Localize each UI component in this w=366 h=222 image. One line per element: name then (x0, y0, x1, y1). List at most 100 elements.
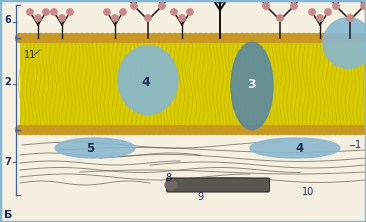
Circle shape (181, 34, 190, 42)
Circle shape (98, 34, 107, 42)
Circle shape (325, 34, 335, 42)
Circle shape (131, 3, 137, 9)
Circle shape (341, 125, 350, 135)
Circle shape (36, 34, 45, 42)
Circle shape (279, 125, 288, 135)
Circle shape (320, 125, 329, 135)
Text: 3: 3 (248, 77, 256, 91)
Circle shape (57, 125, 66, 135)
Circle shape (83, 34, 92, 42)
Circle shape (320, 34, 329, 42)
Circle shape (72, 34, 81, 42)
Circle shape (36, 125, 45, 135)
Circle shape (284, 125, 293, 135)
Circle shape (243, 34, 252, 42)
Circle shape (325, 9, 331, 15)
Circle shape (134, 34, 143, 42)
Circle shape (176, 125, 184, 135)
Circle shape (62, 125, 71, 135)
Circle shape (67, 125, 76, 135)
Circle shape (139, 125, 149, 135)
Circle shape (67, 9, 73, 15)
Circle shape (356, 34, 365, 42)
Circle shape (310, 34, 319, 42)
Circle shape (299, 34, 309, 42)
Ellipse shape (250, 138, 340, 158)
Circle shape (160, 125, 169, 135)
Text: 4: 4 (142, 75, 150, 89)
Circle shape (181, 125, 190, 135)
Circle shape (206, 34, 216, 42)
Circle shape (108, 125, 117, 135)
Text: 5: 5 (86, 141, 94, 155)
Circle shape (347, 15, 353, 21)
Circle shape (346, 34, 355, 42)
Circle shape (330, 34, 340, 42)
Circle shape (104, 9, 110, 15)
Circle shape (264, 34, 272, 42)
Circle shape (124, 34, 133, 42)
Circle shape (186, 34, 195, 42)
Text: 2: 2 (4, 77, 11, 87)
Circle shape (227, 34, 236, 42)
Circle shape (351, 125, 360, 135)
Circle shape (362, 125, 366, 135)
Circle shape (155, 125, 164, 135)
Circle shape (43, 9, 49, 15)
Circle shape (15, 125, 25, 135)
Text: 7: 7 (4, 157, 11, 167)
Circle shape (103, 34, 112, 42)
Circle shape (191, 125, 200, 135)
Circle shape (310, 125, 319, 135)
Text: 11: 11 (24, 50, 36, 60)
Circle shape (206, 125, 216, 135)
Circle shape (171, 9, 177, 15)
Circle shape (305, 125, 314, 135)
Circle shape (165, 34, 174, 42)
Circle shape (351, 34, 360, 42)
Circle shape (93, 34, 102, 42)
Circle shape (309, 9, 315, 15)
Circle shape (78, 125, 86, 135)
Circle shape (15, 34, 25, 42)
Circle shape (196, 125, 205, 135)
Circle shape (176, 34, 184, 42)
Circle shape (346, 125, 355, 135)
Circle shape (336, 125, 345, 135)
Circle shape (227, 125, 236, 135)
Circle shape (212, 34, 221, 42)
Circle shape (238, 34, 247, 42)
Circle shape (258, 34, 267, 42)
Ellipse shape (118, 46, 178, 115)
Circle shape (362, 34, 366, 42)
Circle shape (139, 34, 149, 42)
Circle shape (238, 125, 247, 135)
Circle shape (217, 125, 226, 135)
Circle shape (129, 125, 138, 135)
Circle shape (120, 9, 126, 15)
Text: 6: 6 (4, 15, 11, 25)
Circle shape (215, 0, 225, 3)
Circle shape (269, 125, 277, 135)
Circle shape (191, 34, 200, 42)
Circle shape (356, 125, 365, 135)
Circle shape (274, 125, 283, 135)
Circle shape (333, 3, 339, 9)
Circle shape (201, 34, 210, 42)
Circle shape (217, 34, 226, 42)
Circle shape (315, 125, 324, 135)
Circle shape (78, 34, 86, 42)
Circle shape (125, 0, 131, 1)
Circle shape (179, 15, 185, 21)
Circle shape (299, 125, 309, 135)
Circle shape (145, 15, 151, 21)
Circle shape (222, 34, 231, 42)
Circle shape (232, 34, 242, 42)
Circle shape (257, 0, 263, 1)
Circle shape (264, 125, 272, 135)
Circle shape (160, 34, 169, 42)
Circle shape (289, 125, 298, 135)
Circle shape (294, 125, 303, 135)
Circle shape (325, 125, 335, 135)
Circle shape (93, 125, 102, 135)
